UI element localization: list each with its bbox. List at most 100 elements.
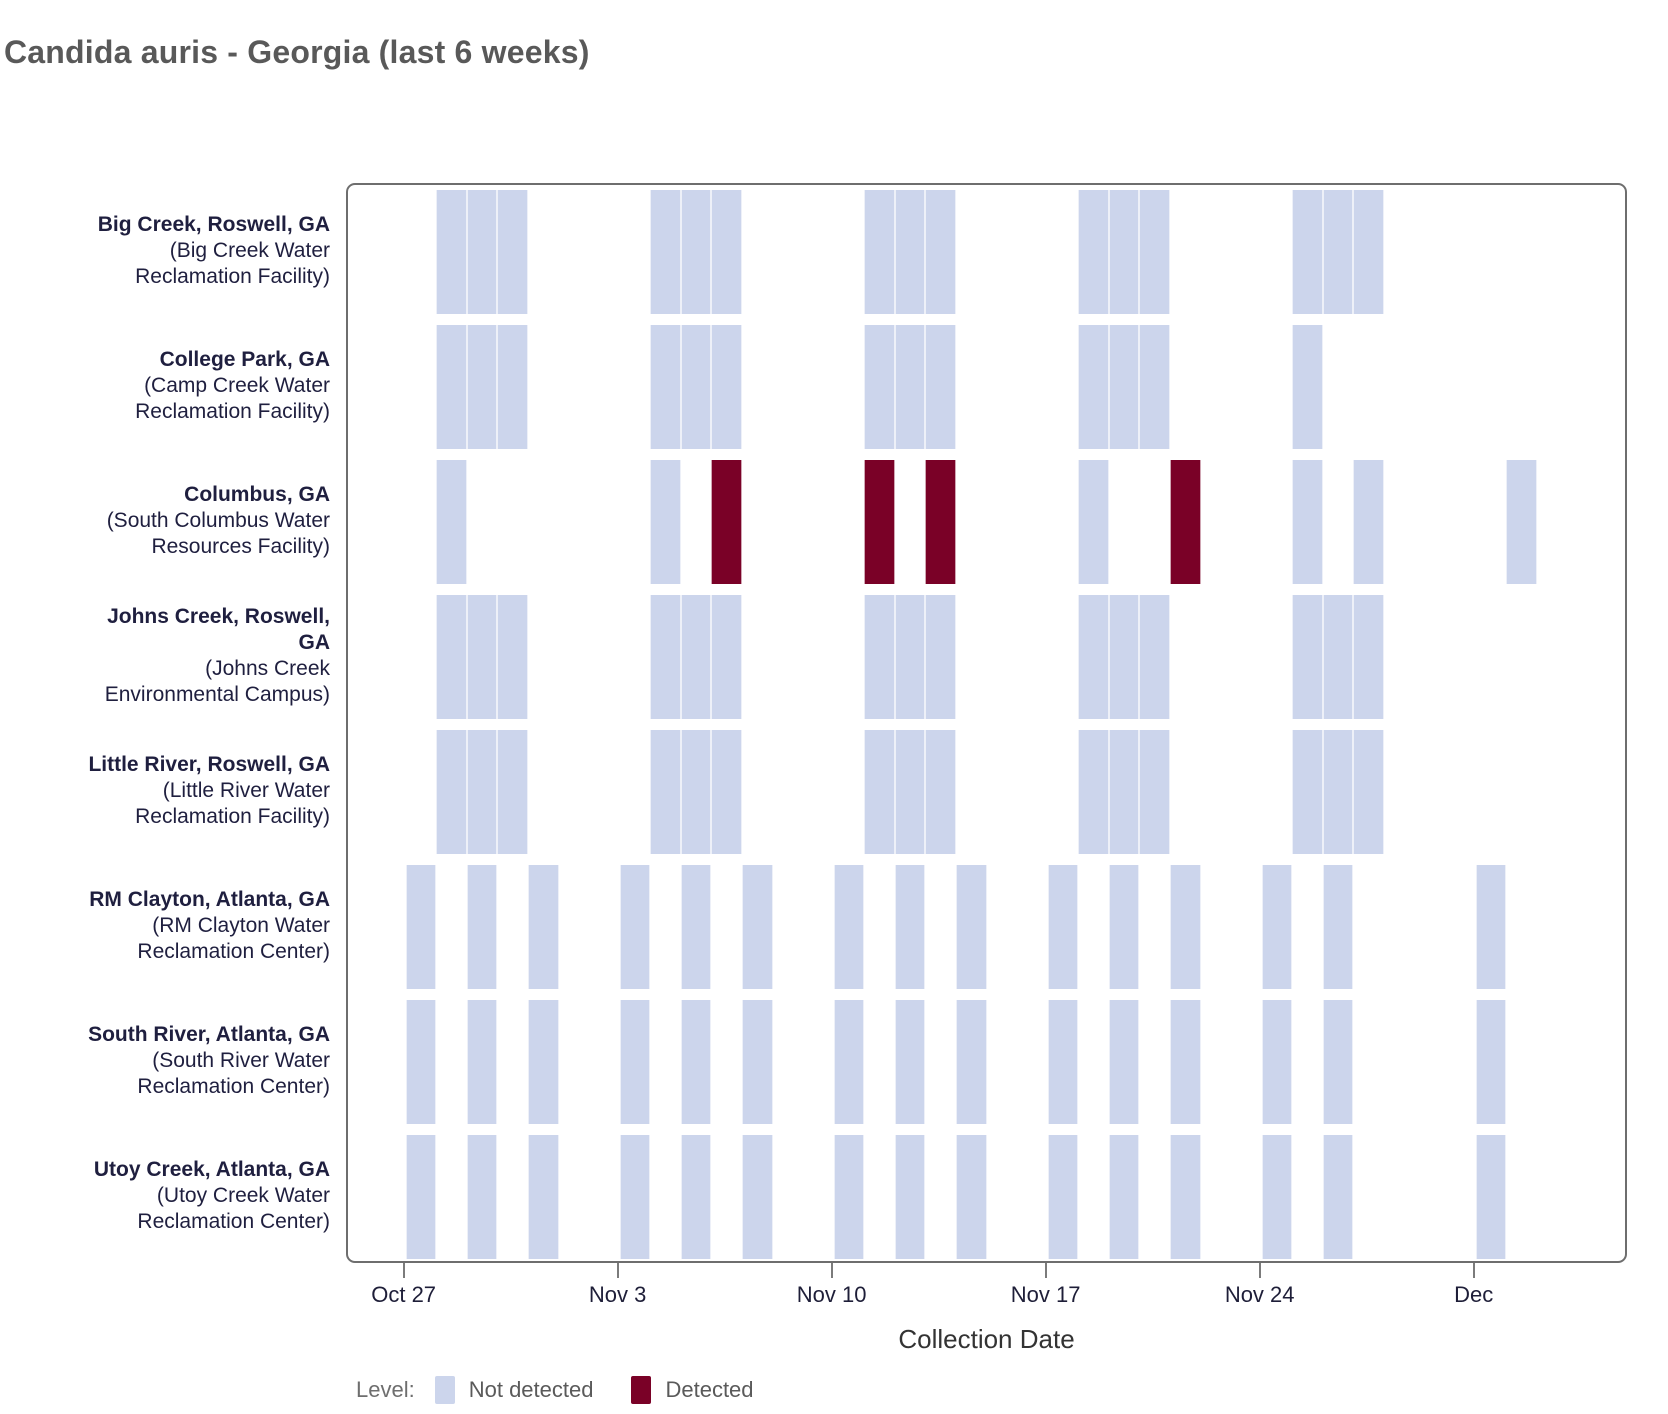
heatmap-tile-not-detected[interactable] — [497, 595, 528, 719]
heatmap-tile-not-detected[interactable] — [680, 730, 712, 854]
heatmap-tile-not-detected[interactable] — [1261, 1135, 1293, 1259]
heatmap-tile-not-detected[interactable] — [436, 325, 467, 449]
heatmap-tile-not-detected[interactable] — [894, 730, 926, 854]
heatmap-tile-not-detected[interactable] — [466, 865, 498, 989]
heatmap-tile-not-detected[interactable] — [1078, 325, 1109, 449]
heatmap-tile-not-detected[interactable] — [894, 325, 926, 449]
heatmap-tile-not-detected[interactable] — [1047, 1000, 1079, 1124]
heatmap-tile-not-detected[interactable] — [619, 1135, 651, 1259]
heatmap-tile-not-detected[interactable] — [466, 1000, 498, 1124]
heatmap-tile-not-detected[interactable] — [955, 1135, 987, 1259]
heatmap-tile-not-detected[interactable] — [1169, 1135, 1201, 1259]
heatmap-tile-not-detected[interactable] — [405, 1135, 437, 1259]
heatmap-tile-not-detected[interactable] — [1108, 595, 1140, 719]
heatmap-tile-not-detected[interactable] — [711, 190, 742, 314]
heatmap-tile-not-detected[interactable] — [1353, 190, 1384, 314]
heatmap-tile-not-detected[interactable] — [1353, 730, 1384, 854]
heatmap-tile-not-detected[interactable] — [741, 1135, 773, 1259]
heatmap-tile-not-detected[interactable] — [1292, 190, 1323, 314]
heatmap-tile-not-detected[interactable] — [1261, 865, 1293, 989]
heatmap-tile-not-detected[interactable] — [436, 190, 467, 314]
heatmap-tile-not-detected[interactable] — [619, 865, 651, 989]
heatmap-tile-not-detected[interactable] — [1322, 190, 1354, 314]
heatmap-tile-not-detected[interactable] — [1078, 595, 1109, 719]
heatmap-tile-not-detected[interactable] — [1047, 1135, 1079, 1259]
heatmap-tile-not-detected[interactable] — [1475, 865, 1507, 989]
heatmap-tile-not-detected[interactable] — [1108, 865, 1140, 989]
heatmap-tile-not-detected[interactable] — [1353, 460, 1384, 584]
heatmap-tile-not-detected[interactable] — [711, 595, 742, 719]
heatmap-tile-not-detected[interactable] — [1169, 1000, 1201, 1124]
heatmap-tile-not-detected[interactable] — [864, 325, 895, 449]
heatmap-tile-not-detected[interactable] — [864, 595, 895, 719]
heatmap-tile-not-detected[interactable] — [650, 325, 681, 449]
heatmap-tile-not-detected[interactable] — [1139, 595, 1170, 719]
heatmap-tile-not-detected[interactable] — [1139, 325, 1170, 449]
heatmap-tile-not-detected[interactable] — [1322, 595, 1354, 719]
heatmap-tile-not-detected[interactable] — [1322, 1000, 1354, 1124]
heatmap-tile-not-detected[interactable] — [436, 730, 467, 854]
heatmap-tile-not-detected[interactable] — [405, 1000, 437, 1124]
heatmap-tile-detected[interactable] — [1169, 460, 1201, 584]
heatmap-tile-not-detected[interactable] — [1108, 325, 1140, 449]
heatmap-tile-not-detected[interactable] — [619, 1000, 651, 1124]
heatmap-tile-not-detected[interactable] — [1108, 190, 1140, 314]
heatmap-tile-not-detected[interactable] — [527, 865, 559, 989]
heatmap-tile-not-detected[interactable] — [650, 190, 681, 314]
heatmap-tile-not-detected[interactable] — [1353, 595, 1384, 719]
heatmap-tile-not-detected[interactable] — [1108, 730, 1140, 854]
heatmap-tile-not-detected[interactable] — [680, 1000, 712, 1124]
heatmap-tile-not-detected[interactable] — [680, 190, 712, 314]
heatmap-tile-not-detected[interactable] — [436, 460, 467, 584]
heatmap-tile-not-detected[interactable] — [1078, 730, 1109, 854]
heatmap-tile-not-detected[interactable] — [711, 325, 742, 449]
heatmap-tile-not-detected[interactable] — [405, 865, 437, 989]
heatmap-tile-not-detected[interactable] — [680, 1135, 712, 1259]
heatmap-tile-not-detected[interactable] — [1292, 325, 1323, 449]
heatmap-tile-not-detected[interactable] — [1292, 730, 1323, 854]
heatmap-tile-not-detected[interactable] — [497, 190, 528, 314]
heatmap-tile-not-detected[interactable] — [864, 190, 895, 314]
heatmap-tile-not-detected[interactable] — [497, 325, 528, 449]
heatmap-tile-not-detected[interactable] — [741, 1000, 773, 1124]
heatmap-tile-not-detected[interactable] — [1108, 1135, 1140, 1259]
heatmap-tile-not-detected[interactable] — [1322, 865, 1354, 989]
heatmap-tile-not-detected[interactable] — [894, 865, 926, 989]
heatmap-tile-not-detected[interactable] — [833, 1000, 865, 1124]
heatmap-tile-not-detected[interactable] — [741, 865, 773, 989]
heatmap-tile-not-detected[interactable] — [466, 1135, 498, 1259]
heatmap-tile-not-detected[interactable] — [1169, 865, 1201, 989]
heatmap-tile-not-detected[interactable] — [925, 730, 956, 854]
heatmap-tile-not-detected[interactable] — [711, 730, 742, 854]
heatmap-tile-not-detected[interactable] — [650, 460, 681, 584]
heatmap-tile-not-detected[interactable] — [680, 595, 712, 719]
heatmap-tile-not-detected[interactable] — [680, 865, 712, 989]
heatmap-tile-not-detected[interactable] — [650, 595, 681, 719]
heatmap-tile-not-detected[interactable] — [680, 325, 712, 449]
heatmap-tile-not-detected[interactable] — [1108, 1000, 1140, 1124]
heatmap-tile-not-detected[interactable] — [894, 1135, 926, 1259]
heatmap-tile-not-detected[interactable] — [1139, 730, 1170, 854]
heatmap-tile-not-detected[interactable] — [1139, 190, 1170, 314]
heatmap-tile-not-detected[interactable] — [864, 730, 895, 854]
heatmap-tile-not-detected[interactable] — [1322, 1135, 1354, 1259]
heatmap-tile-not-detected[interactable] — [466, 730, 498, 854]
heatmap-tile-not-detected[interactable] — [466, 325, 498, 449]
heatmap-tile-not-detected[interactable] — [527, 1000, 559, 1124]
heatmap-tile-not-detected[interactable] — [925, 190, 956, 314]
heatmap-tile-not-detected[interactable] — [1292, 460, 1323, 584]
heatmap-tile-not-detected[interactable] — [894, 595, 926, 719]
heatmap-tile-not-detected[interactable] — [1047, 865, 1079, 989]
heatmap-tile-not-detected[interactable] — [894, 1000, 926, 1124]
heatmap-tile-not-detected[interactable] — [1292, 595, 1323, 719]
heatmap-tile-not-detected[interactable] — [925, 595, 956, 719]
heatmap-tile-not-detected[interactable] — [1078, 190, 1109, 314]
heatmap-tile-not-detected[interactable] — [955, 1000, 987, 1124]
heatmap-tile-not-detected[interactable] — [833, 1135, 865, 1259]
heatmap-tile-not-detected[interactable] — [1261, 1000, 1293, 1124]
heatmap-tile-not-detected[interactable] — [466, 190, 498, 314]
heatmap-tile-not-detected[interactable] — [955, 865, 987, 989]
heatmap-tile-not-detected[interactable] — [466, 595, 498, 719]
heatmap-tile-not-detected[interactable] — [925, 325, 956, 449]
heatmap-tile-not-detected[interactable] — [497, 730, 528, 854]
